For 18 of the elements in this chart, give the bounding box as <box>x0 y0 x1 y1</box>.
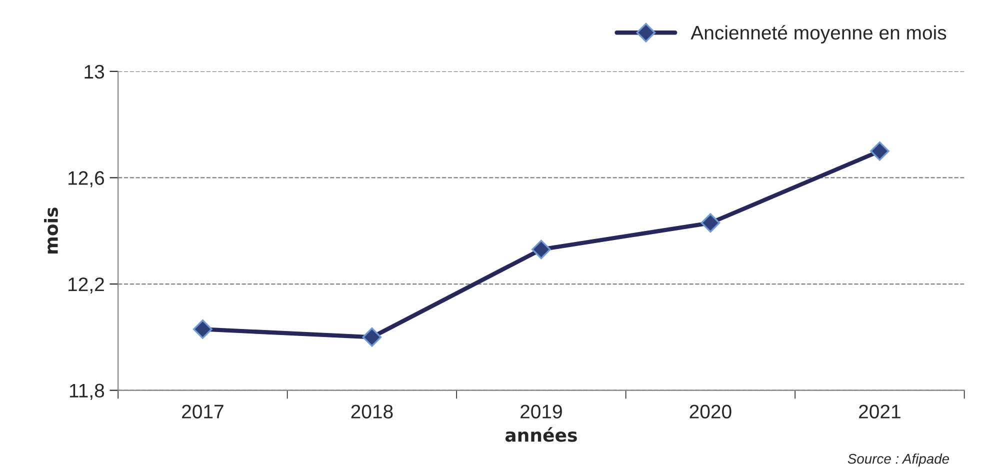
point <box>870 141 890 161</box>
point <box>193 320 212 339</box>
point <box>362 327 382 347</box>
y-tick-label: 13 <box>84 64 104 79</box>
point <box>532 240 551 260</box>
legend-label: Ancienneté moyenne en mois <box>690 25 946 44</box>
x-tick-label: 2019 <box>520 404 562 418</box>
y-tick-label: 11,8 <box>70 384 104 400</box>
source-note: Source : Afipade <box>848 454 950 466</box>
y-axis-title: mois <box>44 208 58 254</box>
x-tick-label: 2017 <box>182 404 224 418</box>
x-axis-title: années <box>505 427 577 442</box>
y-tick-label: 12,6 <box>68 171 104 188</box>
x-tick-label: 2021 <box>859 404 900 418</box>
x-tick-label: 2020 <box>690 404 732 418</box>
y-tick-label: 12,2 <box>68 277 104 294</box>
point <box>700 213 720 233</box>
x-tick-label: 2018 <box>351 404 393 418</box>
